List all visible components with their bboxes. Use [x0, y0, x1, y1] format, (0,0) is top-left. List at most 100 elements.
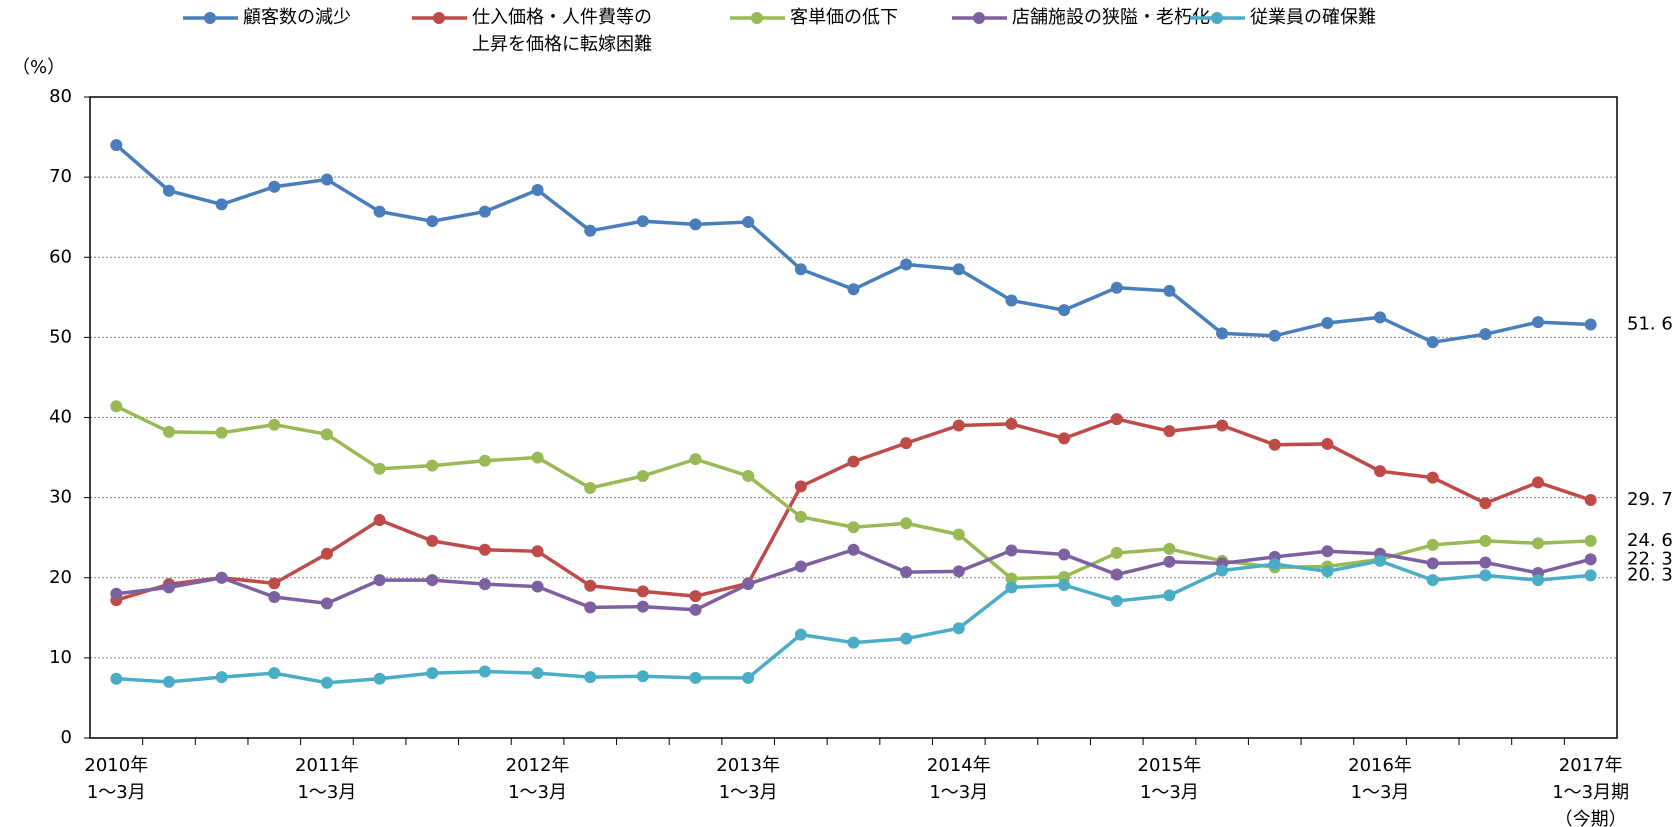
data-point [110, 400, 123, 413]
data-point [373, 514, 386, 527]
data-point [1374, 554, 1387, 567]
data-point [110, 672, 123, 685]
data-point [268, 590, 281, 603]
data-point [215, 426, 228, 439]
data-point [268, 418, 281, 431]
data-point [268, 180, 281, 193]
series-line [115, 417, 1592, 602]
data-point [1163, 555, 1176, 568]
data-point [794, 263, 807, 276]
x-tick-label: 2010年 1～3月 [84, 755, 148, 803]
data-point [1321, 316, 1334, 329]
data-label: 29. 7 [1627, 489, 1673, 510]
data-point [952, 565, 965, 578]
data-point [162, 581, 175, 594]
data-point [742, 578, 755, 591]
data-point [478, 543, 491, 556]
data-point [636, 469, 649, 482]
data-point [900, 566, 913, 579]
data-point [1584, 553, 1597, 566]
data-point [1005, 581, 1018, 594]
data-point [794, 628, 807, 641]
data-point [1374, 465, 1387, 478]
data-point [1110, 568, 1123, 581]
data-point [794, 480, 807, 493]
data-point [320, 173, 333, 186]
data-point [584, 224, 597, 237]
series-line [115, 143, 1591, 344]
data-point [1584, 318, 1597, 331]
y-tick-label: 70 [49, 166, 72, 187]
plot-frame [89, 96, 1618, 739]
data-point [1058, 578, 1071, 591]
data-point [636, 585, 649, 598]
data-point [1426, 471, 1439, 484]
data-point [1005, 294, 1018, 307]
data-point [162, 184, 175, 197]
data-point [373, 205, 386, 218]
data-point [373, 672, 386, 685]
data-point [1532, 316, 1545, 329]
data-point [1584, 534, 1597, 547]
data-point [584, 579, 597, 592]
data-point [1005, 417, 1018, 430]
data-point [110, 139, 123, 152]
data-point [1584, 494, 1597, 507]
data-point [742, 469, 755, 482]
data-point [847, 283, 860, 296]
x-tick-label: 2014年 1～3月 [927, 755, 991, 803]
y-axis-label: （%） [12, 57, 65, 78]
data-point [1532, 537, 1545, 550]
data-point [531, 580, 544, 593]
data-point [1058, 432, 1071, 445]
data-point [1426, 574, 1439, 587]
legend-marker [973, 12, 985, 24]
data-point [531, 183, 544, 196]
data-point [847, 543, 860, 556]
data-point [952, 622, 965, 635]
data-point [215, 571, 228, 584]
data-point [531, 451, 544, 464]
y-tick-label: 80 [49, 86, 72, 107]
legend-label: 店舗施設の狭隘・老朽化 [1012, 7, 1210, 28]
legend-label: 客単価の低下 [790, 7, 898, 28]
data-point [636, 670, 649, 683]
data-point [742, 671, 755, 684]
data-point [162, 425, 175, 438]
y-tick-label: 60 [49, 246, 72, 267]
data-point [426, 459, 439, 472]
data-point [689, 671, 702, 684]
data-point [1005, 572, 1018, 585]
data-point [1163, 284, 1176, 297]
x-tick-label: 2015年 1～3月 [1138, 755, 1202, 803]
data-point [215, 671, 228, 684]
data-point [900, 437, 913, 450]
data-label: 24. 6 [1627, 530, 1673, 551]
data-point [320, 676, 333, 689]
data-point [1110, 281, 1123, 294]
data-point [742, 215, 755, 228]
legend-marker [433, 12, 445, 24]
data-point [162, 675, 175, 688]
x-tick-label: 2012年 1～3月 [506, 755, 570, 803]
legend-marker [751, 12, 763, 24]
data-point [1268, 558, 1281, 571]
legend-label: 顧客数の減少 [243, 7, 351, 28]
data-point [1584, 569, 1597, 582]
data-point [952, 263, 965, 276]
data-point [1058, 304, 1071, 317]
data-point [900, 258, 913, 271]
data-point [1479, 534, 1492, 547]
y-tick-label: 50 [49, 326, 72, 347]
data-point [1005, 544, 1018, 557]
data-point [1479, 556, 1492, 569]
data-point [1110, 594, 1123, 607]
data-point [1426, 336, 1439, 349]
x-tick-label: 2016年 1～3月 [1348, 755, 1412, 803]
data-point [1532, 476, 1545, 489]
x-tick-label: 2017年 1～3月期（今期） [1552, 755, 1629, 827]
legend-label: 従業員の確保難 [1250, 7, 1376, 28]
data-point [1479, 497, 1492, 510]
data-point [689, 590, 702, 603]
data-point [952, 528, 965, 541]
